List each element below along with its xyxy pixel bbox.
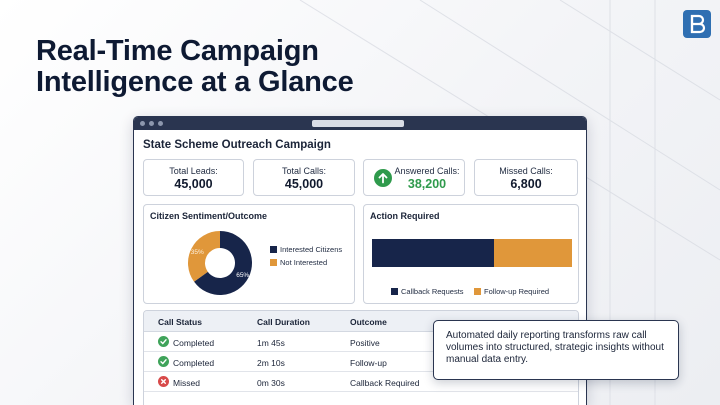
stat-card-answered-calls: Answered Calls: 38,200 — [363, 159, 465, 196]
column-header[interactable]: Outcome — [350, 317, 387, 327]
table-row[interactable]: Missed 0m 30s Callback Required — [144, 372, 578, 392]
check-circle-icon — [158, 356, 169, 367]
bar-segment-callback — [372, 239, 494, 267]
legend-item-not-interested: Not Interested — [270, 258, 327, 267]
donut-data-label: 65% — [236, 272, 249, 279]
cell-status: Completed — [173, 358, 215, 368]
stat-value: 6,800 — [510, 177, 542, 191]
table-row[interactable]: Completed 1m 45s Positive — [144, 332, 578, 352]
automation-callout: Automated daily reporting transforms raw… — [433, 320, 679, 380]
stat-value: 45,000 — [174, 177, 213, 191]
stat-value: 38,200 — [407, 177, 447, 191]
window-control-icon[interactable] — [149, 121, 154, 126]
legend-item-interested: Interested Citizens — [270, 245, 342, 254]
cell-duration: 2m 10s — [257, 358, 285, 368]
stat-card-missed-calls: Missed Calls: 6,800 — [474, 159, 578, 196]
brand-logo-icon — [683, 10, 711, 38]
legend-label: Interested Citizens — [280, 245, 343, 254]
donut-slice-not-interested — [188, 231, 220, 282]
stat-label: Missed Calls: — [499, 166, 553, 176]
legend-swatch — [391, 288, 398, 295]
legend-label: Not Interested — [280, 258, 328, 267]
campaign-title: State Scheme Outreach Campaign — [143, 139, 331, 151]
cell-outcome: Follow-up — [350, 358, 387, 368]
action-panel: Action Required Callback Requests Follow… — [363, 204, 579, 304]
bar-segment-follow-up — [494, 239, 572, 267]
column-header[interactable]: Call Status — [158, 317, 202, 327]
cell-duration: 1m 45s — [257, 338, 285, 348]
cell-status: Missed — [173, 378, 200, 388]
legend-swatch — [474, 288, 481, 295]
stat-label: Total Leads: — [169, 166, 218, 176]
column-header[interactable]: Call Duration — [257, 317, 310, 327]
table-row[interactable]: Completed 2m 10s Follow-up — [144, 352, 578, 372]
window-control-icon[interactable] — [140, 121, 145, 126]
legend-item-follow-up: Follow-up Required — [474, 287, 549, 296]
x-circle-icon — [158, 376, 169, 387]
slide-headline: Real-Time Campaign Intelligence at a Gla… — [36, 36, 354, 98]
stat-card-total-leads: Total Leads: 45,000 — [143, 159, 244, 196]
window-control-icon[interactable] — [158, 121, 163, 126]
headline-line-1: Real-Time Campaign — [36, 35, 319, 67]
stat-label: Answered Calls: — [394, 166, 460, 176]
cell-duration: 0m 30s — [257, 378, 285, 388]
panel-title: Action Required — [370, 211, 440, 221]
cell-status: Completed — [173, 338, 215, 348]
sentiment-donut-chart: 35% 65% — [188, 231, 252, 295]
stat-value: 45,000 — [284, 177, 324, 191]
cell-outcome: Callback Required — [350, 378, 420, 388]
legend-swatch — [270, 246, 277, 253]
legend-label: Callback Requests — [401, 287, 464, 296]
cell-outcome: Positive — [350, 338, 380, 348]
legend-label: Follow-up Required — [484, 287, 550, 296]
legend-swatch — [270, 259, 277, 266]
donut-data-label: 35% — [191, 249, 204, 256]
action-stacked-bar-chart — [372, 239, 572, 267]
check-circle-icon — [158, 336, 169, 347]
arrow-up-icon — [374, 169, 392, 187]
sentiment-panel: Citizen Sentiment/Outcome 35% 65% Interes… — [143, 204, 355, 304]
address-bar[interactable] — [312, 120, 404, 127]
window-titlebar — [134, 117, 586, 130]
panel-title: Citizen Sentiment/Outcome — [150, 211, 268, 221]
stat-card-total-calls: Total Calls: 45,000 — [253, 159, 355, 196]
headline-line-2: Intelligence at a Glance — [36, 66, 354, 98]
stat-label: Total Calls: — [281, 166, 326, 176]
legend-item-callback: Callback Requests — [391, 287, 464, 296]
donut-slice-interested — [194, 231, 252, 295]
